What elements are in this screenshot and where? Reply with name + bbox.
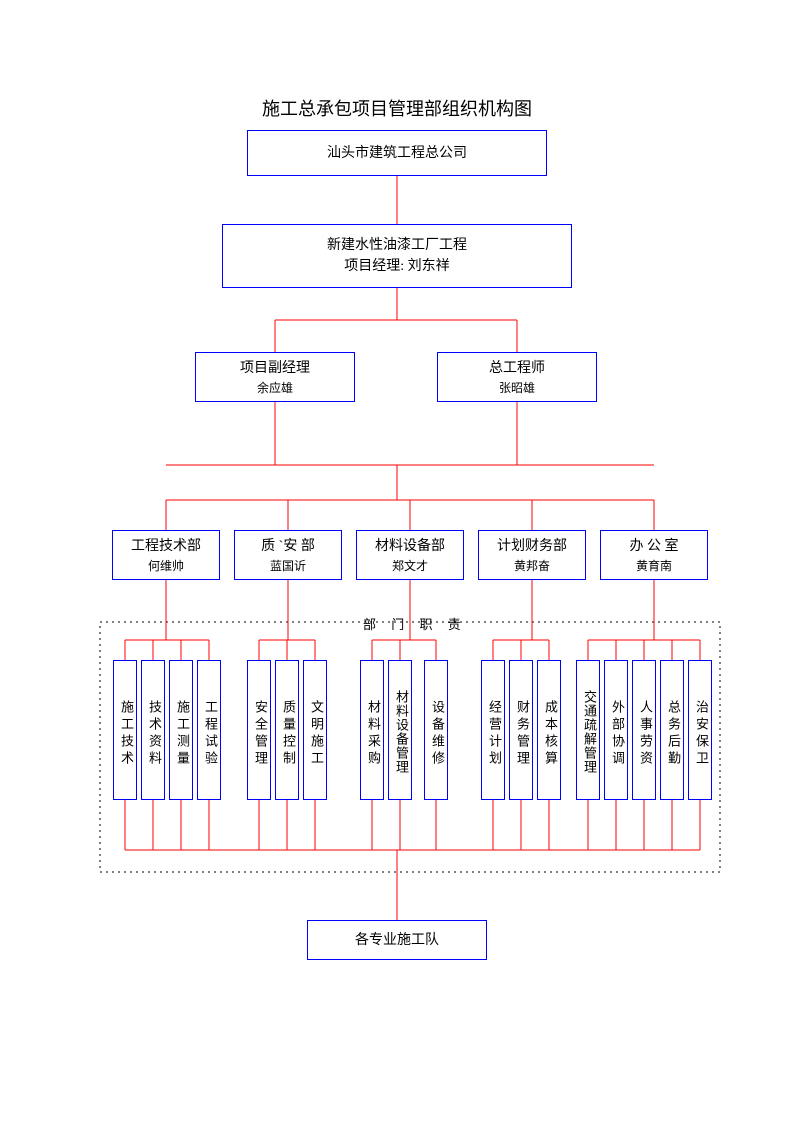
box-dept3-line1: 材料设备部 [375,536,445,557]
vbox-r15: 外部协调 [604,660,628,800]
vbox-r6: 质量控制 [275,660,299,800]
box-dept2-line2: 蓝国䜣 [270,557,306,575]
vbox-r16: 人事劳资 [632,660,656,800]
vbox-r2: 技术资料 [141,660,165,800]
vbox-r18: 治安保卫 [688,660,712,800]
vbox-r7: 文明施工 [303,660,327,800]
vbox-r5: 安全管理 [247,660,271,800]
box-dept1-line1: 工程技术部 [131,536,201,557]
box-dept5-line1: 办 公 室 [630,536,679,557]
vbox-r8: 材料采购 [360,660,384,800]
box-dept5: 办 公 室 黄育南 [600,530,708,580]
box-dept3-line2: 郑文才 [392,557,428,575]
box-dept4: 计划财务部 黄邦奋 [478,530,586,580]
box-teams: 各专业施工队 [307,920,487,960]
box-dept4-line1: 计划财务部 [497,536,567,557]
vbox-r1: 施工技术 [113,660,137,800]
vbox-r13: 成本核算 [537,660,561,800]
vbox-r4: 工程试验 [197,660,221,800]
box-deputy-line1: 项目副经理 [240,358,310,379]
vbox-r10: 设备维修 [424,660,448,800]
box-dept3: 材料设备部 郑文才 [356,530,464,580]
box-teams-line1: 各专业施工队 [355,930,439,951]
box-dept1-line2: 何维帅 [148,557,184,575]
box-dept2-line1: 质 `安 部 [261,536,315,557]
box-deputy-line2: 余应雄 [257,379,293,397]
section-label: 部 门 职 责 [357,614,473,633]
box-company-line1: 汕头市建筑工程总公司 [327,143,467,164]
box-deputy: 项目副经理 余应雄 [195,352,355,402]
vbox-r11: 经营计划 [481,660,505,800]
vbox-r12: 财务管理 [509,660,533,800]
box-project: 新建水性油漆工厂工程 项目经理: 刘东祥 [222,224,572,288]
vbox-r3: 施工测量 [169,660,193,800]
vbox-r9: 材料设备管理 [388,660,412,800]
box-dept5-line2: 黄育南 [636,557,672,575]
box-chief-line1: 总工程师 [489,358,545,379]
box-chief: 总工程师 张昭雄 [437,352,597,402]
box-dept1: 工程技术部 何维帅 [112,530,220,580]
vbox-r14: 交通疏解管理 [576,660,600,800]
box-dept2: 质 `安 部 蓝国䜣 [234,530,342,580]
chart-title: 施工总承包项目管理部组织机构图 [0,95,794,121]
box-dept4-line2: 黄邦奋 [514,557,550,575]
box-project-line2: 项目经理: 刘东祥 [344,256,449,277]
box-project-line1: 新建水性油漆工厂工程 [327,235,467,256]
box-chief-line2: 张昭雄 [499,379,535,397]
vbox-r17: 总务后勤 [660,660,684,800]
box-company: 汕头市建筑工程总公司 [247,130,547,176]
